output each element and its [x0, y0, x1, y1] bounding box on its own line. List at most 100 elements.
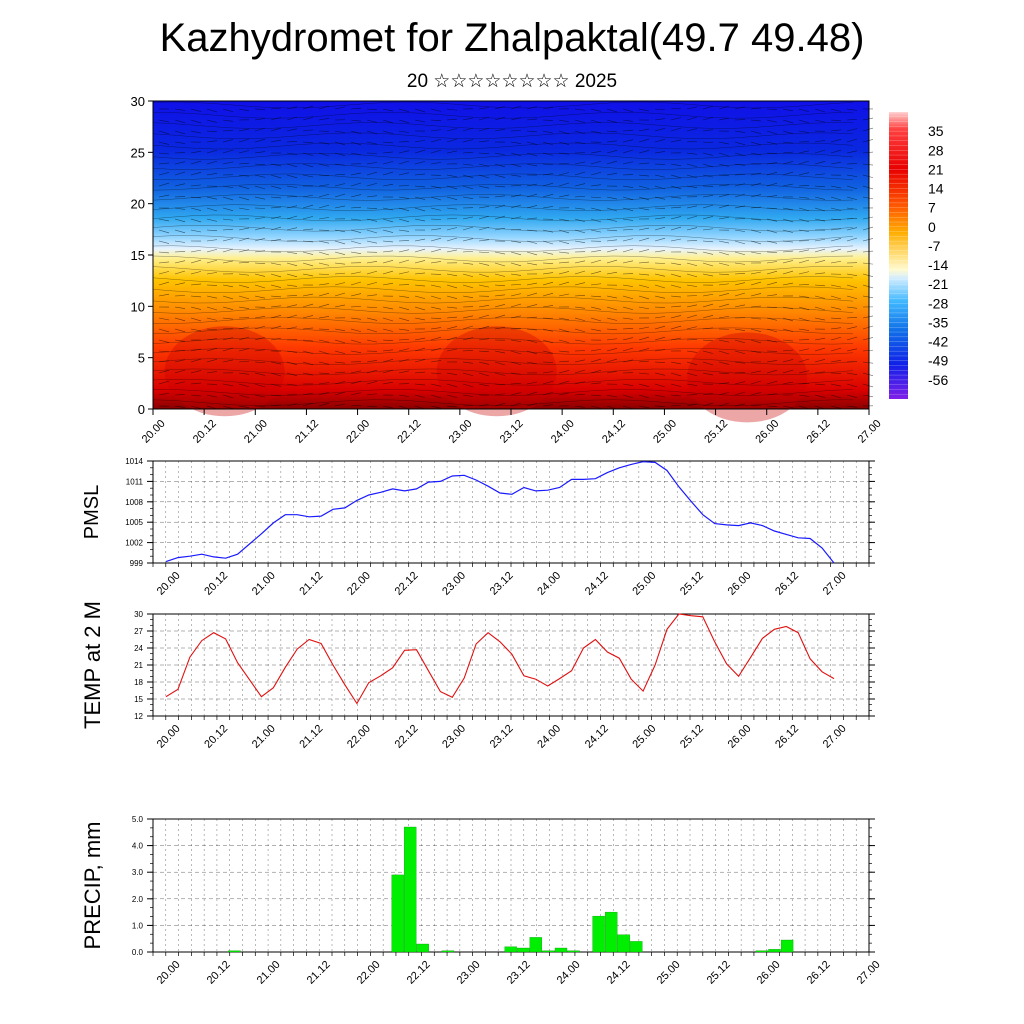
wind-barb: [686, 314, 698, 319]
wind-barb: [206, 140, 218, 143]
wind-barb: [286, 262, 298, 267]
wind-barb: [174, 218, 186, 223]
wind-barb: [350, 392, 362, 396]
wind-barb: [862, 315, 874, 319]
wind-barb: [494, 205, 506, 209]
x-tick-label: 20.12: [202, 723, 230, 751]
wind-barb: [686, 205, 698, 209]
wind-barb: [270, 284, 282, 288]
wind-barb: [542, 182, 554, 187]
wind-barb: [286, 304, 298, 308]
wind-barb: [334, 371, 346, 374]
wind-barb: [590, 196, 602, 199]
wind-barb: [830, 119, 842, 122]
wind-barb: [302, 361, 314, 366]
wind-barb: [750, 229, 762, 233]
wind-barb: [622, 295, 634, 300]
x-tick-label: 25.12: [678, 570, 706, 598]
wind-barb: [190, 207, 202, 211]
wind-barb: [702, 152, 714, 156]
wind-barb: [638, 185, 650, 189]
wind-barb: [478, 361, 490, 365]
wind-barb: [206, 218, 218, 222]
wind-barb: [558, 119, 570, 123]
wind-barb: [654, 127, 666, 132]
wind-barb: [686, 185, 698, 188]
wind-barb: [814, 260, 826, 264]
wind-barb: [398, 271, 410, 275]
wind-barb: [766, 162, 778, 165]
wind-barb: [654, 174, 666, 178]
wind-barb: [718, 372, 730, 375]
wind-barb: [622, 207, 634, 212]
wind-barb: [574, 207, 586, 210]
wind-barb: [350, 182, 362, 187]
wind-barb: [190, 382, 202, 385]
colorbar-label: 21: [928, 161, 944, 177]
wind-barb: [654, 226, 666, 231]
wind-barb: [366, 108, 378, 110]
wind-barb: [462, 238, 474, 242]
precip-bar: [529, 937, 542, 953]
wind-barb: [254, 174, 266, 178]
wind-barb: [238, 336, 250, 341]
wind-barb: [382, 108, 394, 112]
wind-barb: [766, 369, 778, 374]
wind-barb: [494, 403, 506, 407]
wind-barb: [622, 260, 634, 264]
wind-barb: [702, 339, 714, 342]
y-tick-label: 1002: [125, 539, 143, 548]
wind-barb: [206, 248, 218, 253]
y-tick-label: 20: [131, 197, 145, 212]
wind-barb: [414, 108, 426, 113]
contour-line: [152, 358, 854, 365]
wind-barb: [366, 141, 378, 145]
wind-barb: [526, 391, 538, 396]
wind-barb: [190, 218, 202, 223]
wind-barb: [638, 174, 650, 177]
precip-bar: [630, 941, 643, 953]
wind-barb: [814, 218, 826, 222]
wind-barb: [526, 217, 538, 220]
wind-barb: [286, 383, 298, 386]
wind-barb: [766, 229, 778, 234]
wind-barb: [318, 316, 330, 319]
wind-barb: [606, 172, 618, 176]
wind-barb: [590, 358, 602, 363]
wind-barb: [846, 348, 858, 352]
wind-barb: [238, 227, 250, 231]
wind-barb: [430, 248, 442, 253]
wind-barb: [382, 359, 394, 363]
wind-barb: [478, 215, 490, 220]
wind-barb: [590, 108, 602, 112]
wind-barb: [478, 372, 490, 377]
warm-core-1: [436, 326, 557, 417]
wind-barb: [654, 349, 666, 352]
wind-barb: [686, 174, 698, 179]
wind-barb: [654, 295, 666, 299]
wind-barb: [862, 139, 874, 143]
wind-barb: [766, 261, 778, 264]
wind-barb: [862, 163, 874, 166]
wind-barb: [510, 163, 522, 168]
wind-barb: [414, 248, 426, 253]
wind-barb: [670, 127, 682, 132]
wind-barb: [430, 360, 442, 363]
wind-barb: [638, 261, 650, 264]
wind-barb: [270, 315, 282, 319]
wind-barb: [702, 204, 714, 209]
wind-barb: [782, 130, 794, 134]
wind-barb: [270, 238, 282, 242]
wind-barb: [350, 229, 362, 234]
wind-barb: [846, 196, 858, 201]
wind-barb: [478, 383, 490, 387]
wind-barb: [542, 130, 554, 134]
y-axis-label: PRECIP, mm: [80, 822, 105, 950]
wind-barb: [622, 359, 634, 363]
wind-barb: [318, 240, 330, 244]
wind-barb: [286, 116, 298, 121]
wind-barb: [670, 273, 682, 278]
wind-barb: [254, 284, 266, 289]
wind-barb: [542, 404, 554, 407]
temp-plot: 12 15 18 21 24 27 30 20.00 20.12 21.00 21.12 22.00 2…: [80, 601, 875, 751]
